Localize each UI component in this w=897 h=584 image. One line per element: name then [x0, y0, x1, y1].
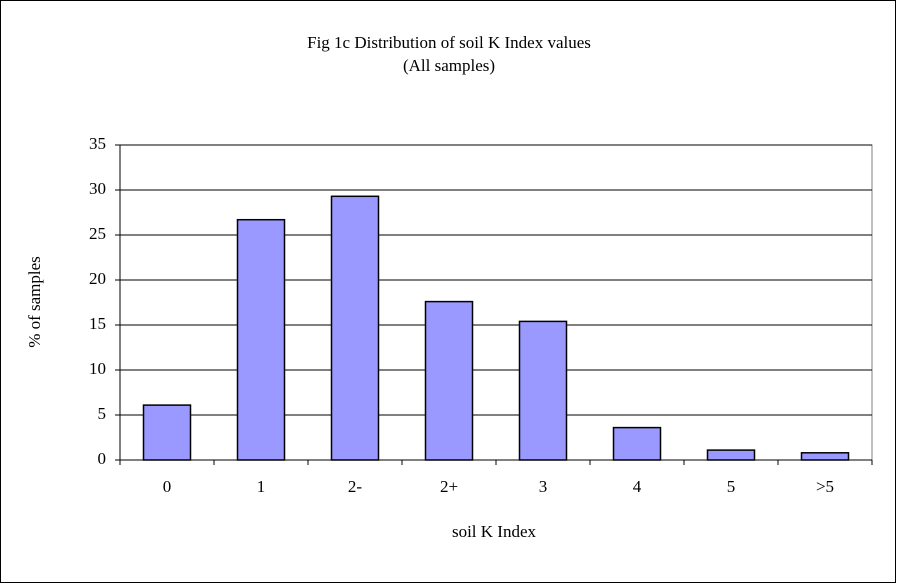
x-tick-label: 3: [539, 477, 548, 496]
y-tick-label: 25: [89, 224, 106, 243]
y-tick-label: 15: [89, 314, 106, 333]
bar: [706, 449, 756, 461]
chart-subtitle: (All samples): [403, 56, 495, 75]
y-tick-label: 0: [98, 449, 107, 468]
y-axis-label: % of samples: [25, 256, 44, 348]
x-axis-label: soil K Index: [452, 522, 537, 541]
y-tick-label: 30: [89, 179, 106, 198]
bar: [424, 300, 474, 461]
y-tick-label: 5: [98, 404, 107, 423]
plot-area: [119, 144, 873, 461]
bar: [330, 195, 380, 461]
bar: [142, 404, 192, 461]
x-tick-label: 2+: [440, 477, 458, 496]
x-tick-label: 2-: [348, 477, 363, 496]
x-tick-label: 5: [727, 477, 736, 496]
x-tick-label: 1: [257, 477, 266, 496]
chart-title: Fig 1c Distribution of soil K Index valu…: [307, 33, 591, 52]
x-tick-label: 0: [163, 477, 172, 496]
y-tick-label: 20: [89, 269, 106, 288]
y-tick-label: 35: [89, 134, 106, 153]
bar: [800, 452, 850, 461]
bar: [236, 218, 286, 461]
bar: [518, 320, 568, 461]
bar: [612, 426, 662, 461]
y-tick-label: 10: [89, 359, 106, 378]
x-tick-label: >5: [816, 477, 834, 496]
x-tick-label: 4: [633, 477, 642, 496]
